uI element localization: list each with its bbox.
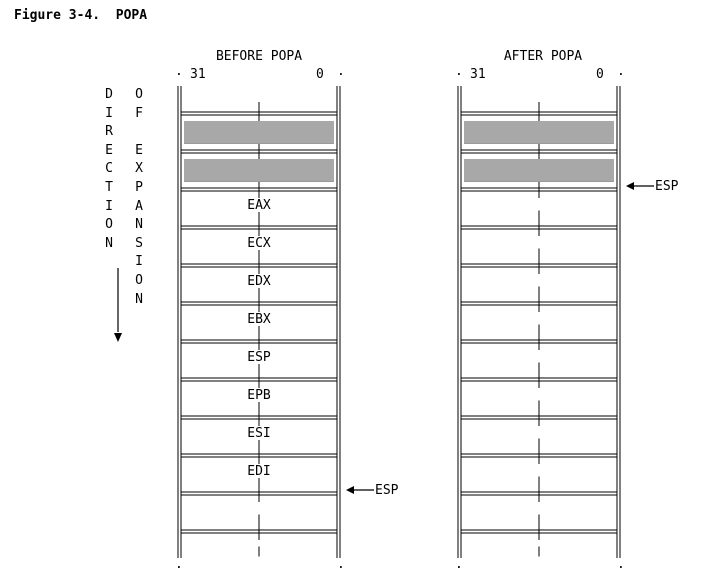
shaded-cell <box>464 121 614 144</box>
esp-pointer-arrowhead <box>626 182 634 190</box>
direction-letter: P <box>135 180 143 195</box>
register-label: ECX <box>243 237 275 250</box>
register-label: ESP <box>243 351 275 364</box>
direction-letter: C <box>105 161 113 177</box>
bit-high-label: 31 <box>470 67 486 82</box>
bit-high-label: 31 <box>190 67 206 82</box>
bit-boundary-dot: . <box>617 64 625 79</box>
direction-letter: E <box>135 142 143 158</box>
esp-pointer-label: ESP <box>655 179 679 194</box>
bit-boundary-dot: . <box>337 64 345 79</box>
direction-letter: N <box>135 291 143 307</box>
direction-letter: X <box>135 161 143 177</box>
shaded-cell <box>464 159 614 182</box>
bottom-dot: . <box>617 557 625 572</box>
bit-boundary-dot: . <box>175 64 183 79</box>
direction-letter: I <box>135 254 143 270</box>
direction-letter: T <box>105 180 113 195</box>
direction-letter: O <box>135 273 143 288</box>
bit-low-label: 0 <box>316 67 324 82</box>
direction-letter: A <box>135 198 143 214</box>
register-label: ESI <box>243 427 275 440</box>
direction-letter: I <box>105 105 113 121</box>
esp-pointer-arrowhead <box>346 486 354 494</box>
esp-pointer-label: ESP <box>375 483 399 498</box>
bottom-dot: . <box>175 557 183 572</box>
register-label: EDI <box>243 465 275 478</box>
bit-boundary-dot: . <box>455 64 463 79</box>
stack-title: BEFORE POPA <box>215 49 303 64</box>
register-label: EBX <box>243 313 275 326</box>
register-label: EPB <box>243 389 275 402</box>
bottom-dot: . <box>337 557 345 572</box>
direction-letter: F <box>135 105 143 121</box>
figure-title: Figure 3-4. POPA <box>14 8 148 23</box>
bottom-dot: . <box>455 557 463 572</box>
direction-letter: S <box>135 235 143 251</box>
register-label: EAX <box>243 199 275 212</box>
direction-letter: O <box>135 87 143 102</box>
direction-letter: N <box>105 235 113 251</box>
bit-low-label: 0 <box>596 67 604 82</box>
register-label: EDX <box>243 275 275 288</box>
direction-letter: R <box>105 124 113 140</box>
direction-letter: O <box>105 217 113 233</box>
stack-title: AFTER POPA <box>503 49 583 64</box>
direction-letter: D <box>105 87 113 102</box>
direction-letter: I <box>105 198 113 214</box>
direction-letter: N <box>135 217 143 233</box>
direction-letter: E <box>105 142 113 158</box>
